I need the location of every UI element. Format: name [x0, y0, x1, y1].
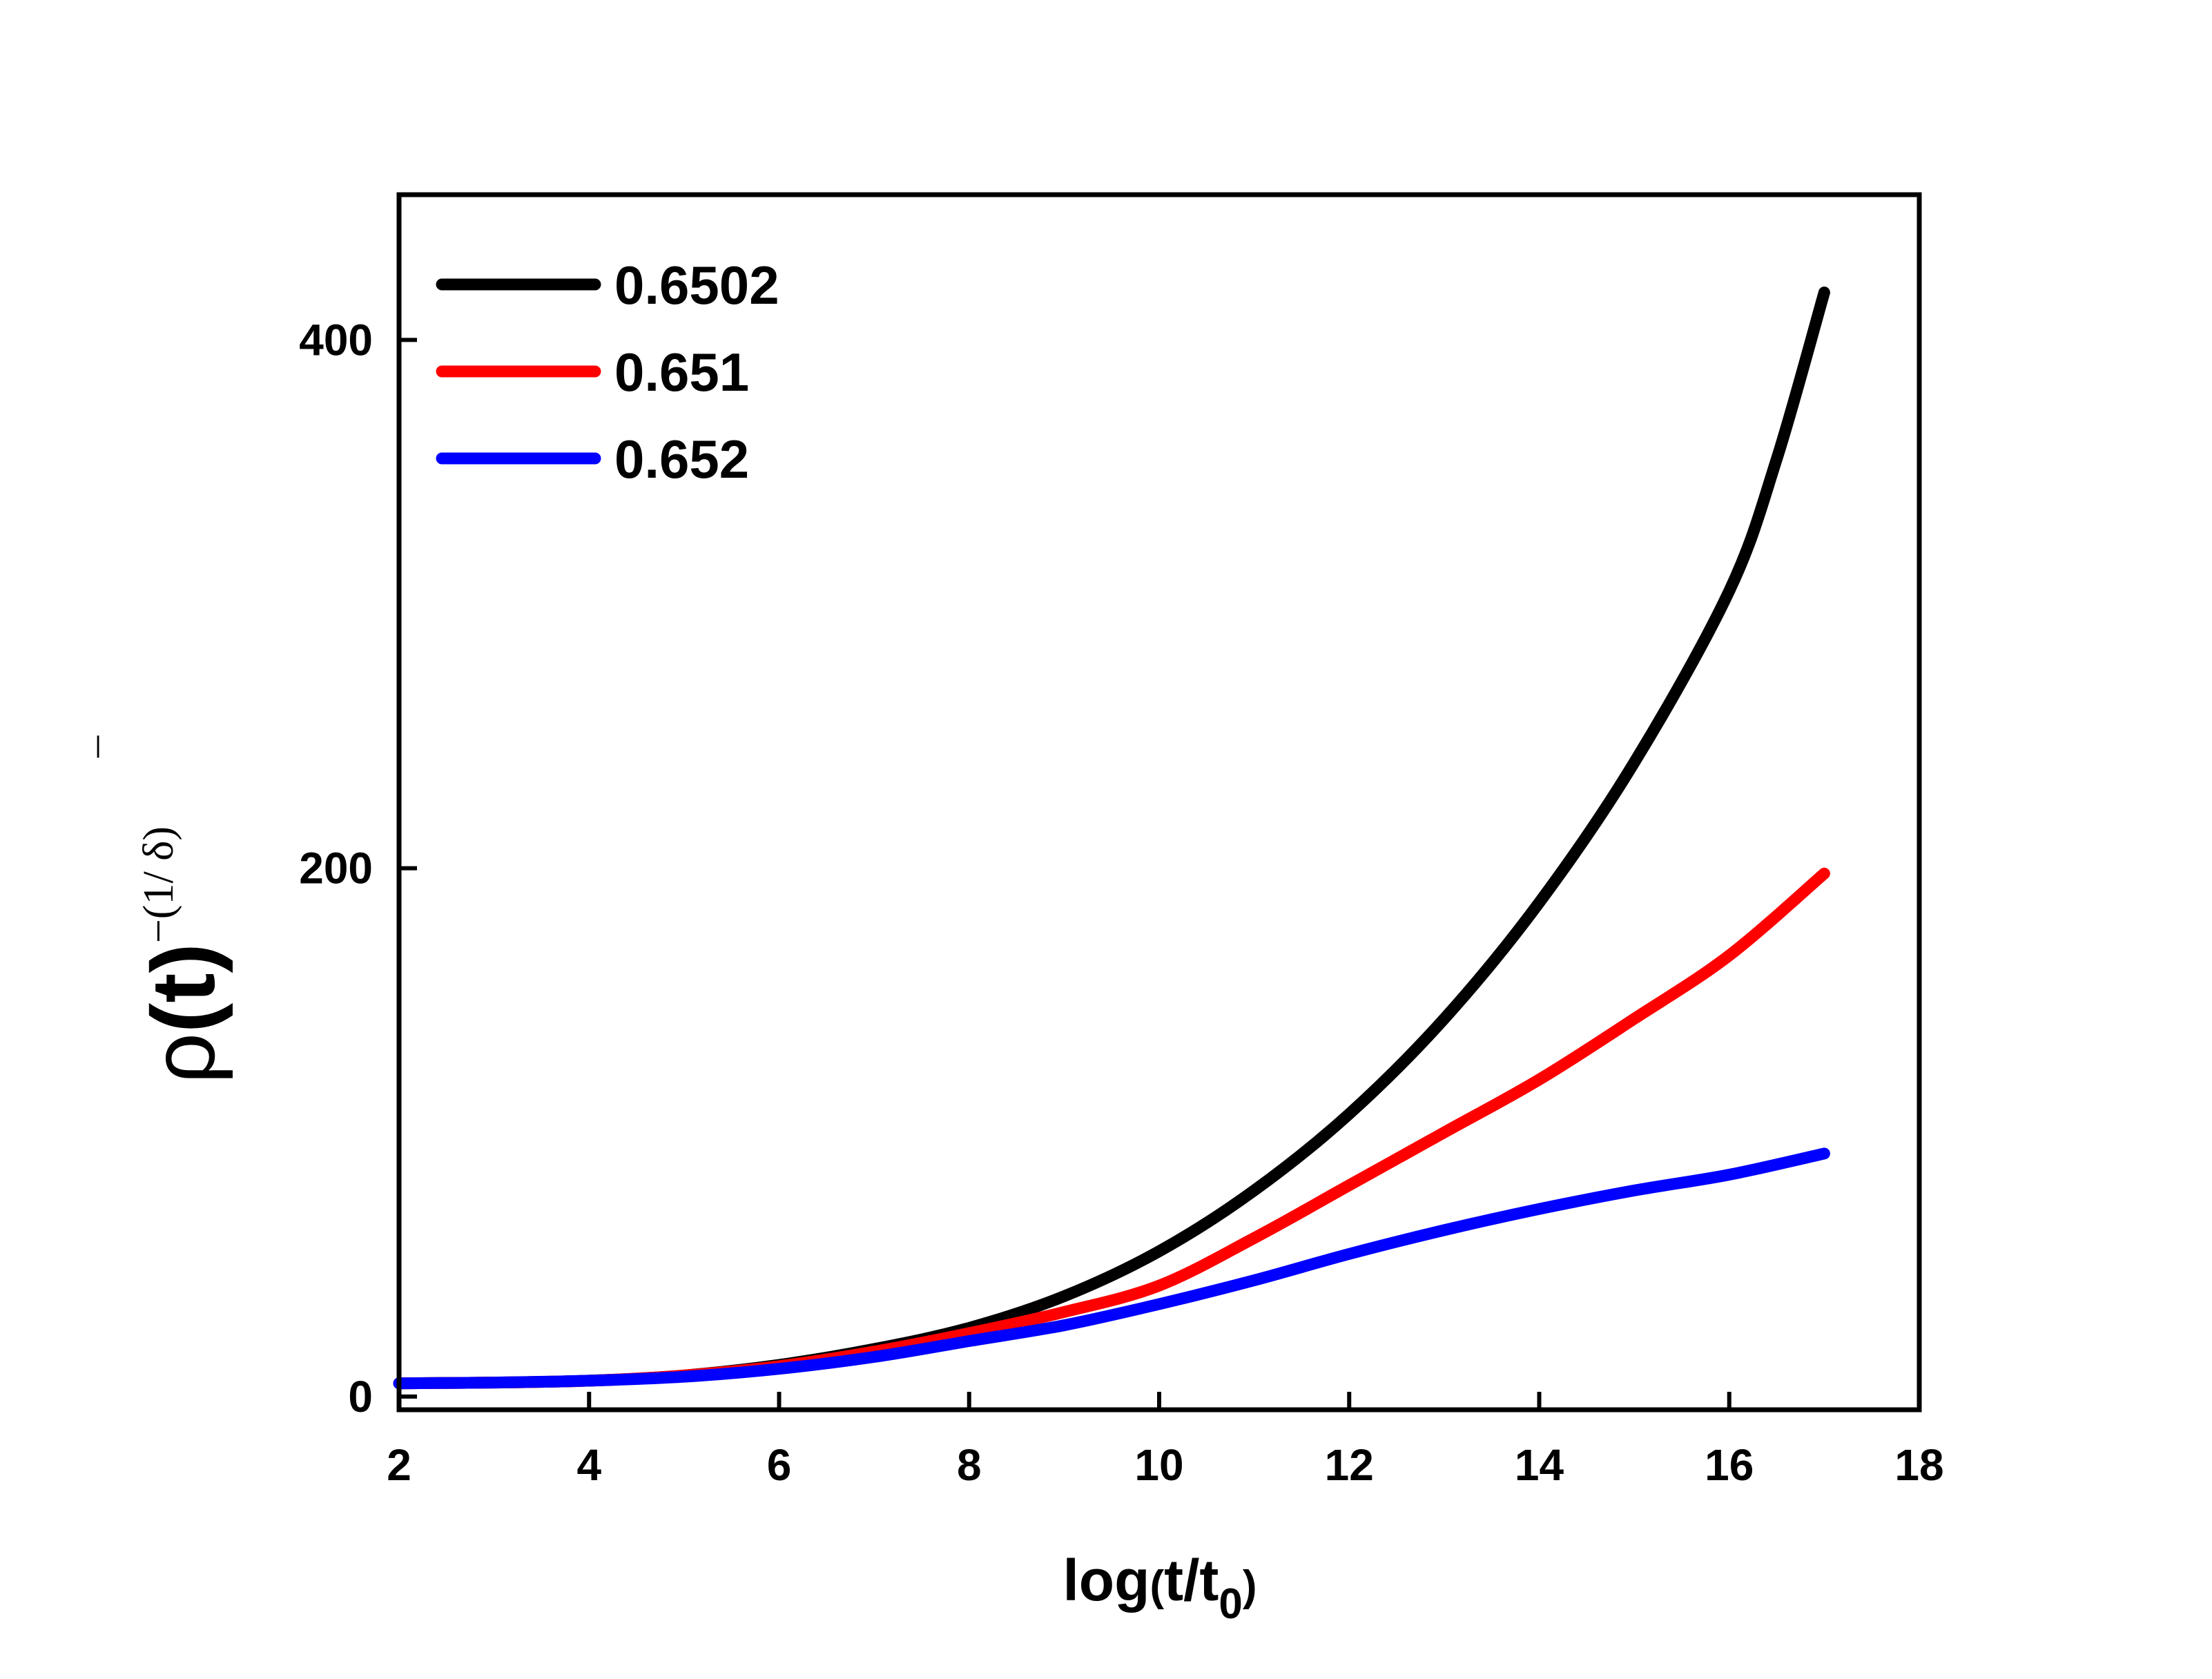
x-tick-label: 10	[1134, 1440, 1183, 1490]
x-tick-label: 18	[1894, 1440, 1943, 1490]
x-tick-label: 14	[1515, 1440, 1564, 1490]
y-axis-title-delta-bar: ¯	[93, 735, 139, 758]
x-tick-label: 8	[957, 1440, 982, 1490]
y-axis-title-superscript-delta: δ	[135, 841, 182, 861]
y-axis-title: ρ(t)−(1/ δ) ¯	[93, 735, 233, 1084]
x-tick-label: 16	[1705, 1440, 1754, 1490]
x-axis-title-close-paren: )	[1243, 1562, 1257, 1610]
x-tick-label: 4	[576, 1440, 601, 1490]
plot-area	[393, 287, 1830, 1390]
legend-label-0: 0.6502	[614, 255, 779, 316]
legend-label-1: 0.651	[614, 342, 749, 402]
x-axis-title: log(t/t0)	[1063, 1548, 1257, 1628]
y-axis-title-superscript-left: −(1/	[135, 861, 182, 943]
x-tick-label: 6	[767, 1440, 792, 1490]
y-axis-title-paren: (t)	[133, 943, 233, 1033]
legend: 0.6502 0.651 0.652	[436, 255, 779, 489]
y-tick-label: 400	[299, 315, 373, 365]
x-tick-label: 12	[1325, 1440, 1374, 1490]
x-tick-label: 2	[387, 1440, 411, 1490]
y-tick-label: 200	[299, 844, 373, 893]
legend-label-2: 0.652	[614, 429, 749, 489]
y-axis-title-rho: ρ	[133, 1033, 233, 1084]
x-axis-title-subscript: 0	[1219, 1580, 1242, 1628]
y-axis-title-text: ρ(t)−(1/ δ)	[133, 826, 233, 1084]
axis-ticks: 2 4 6 8 10 12 14 16 18 0 200 400	[299, 315, 1943, 1490]
x-axis-title-open-paren: (	[1149, 1562, 1164, 1610]
y-tick-label: 0	[348, 1372, 373, 1421]
series-line-2	[393, 1147, 1830, 1390]
y-axis-title-superscript-right: )	[135, 826, 182, 841]
x-axis-title-main: log	[1063, 1548, 1149, 1613]
x-axis-title-text: t/t	[1164, 1548, 1219, 1613]
